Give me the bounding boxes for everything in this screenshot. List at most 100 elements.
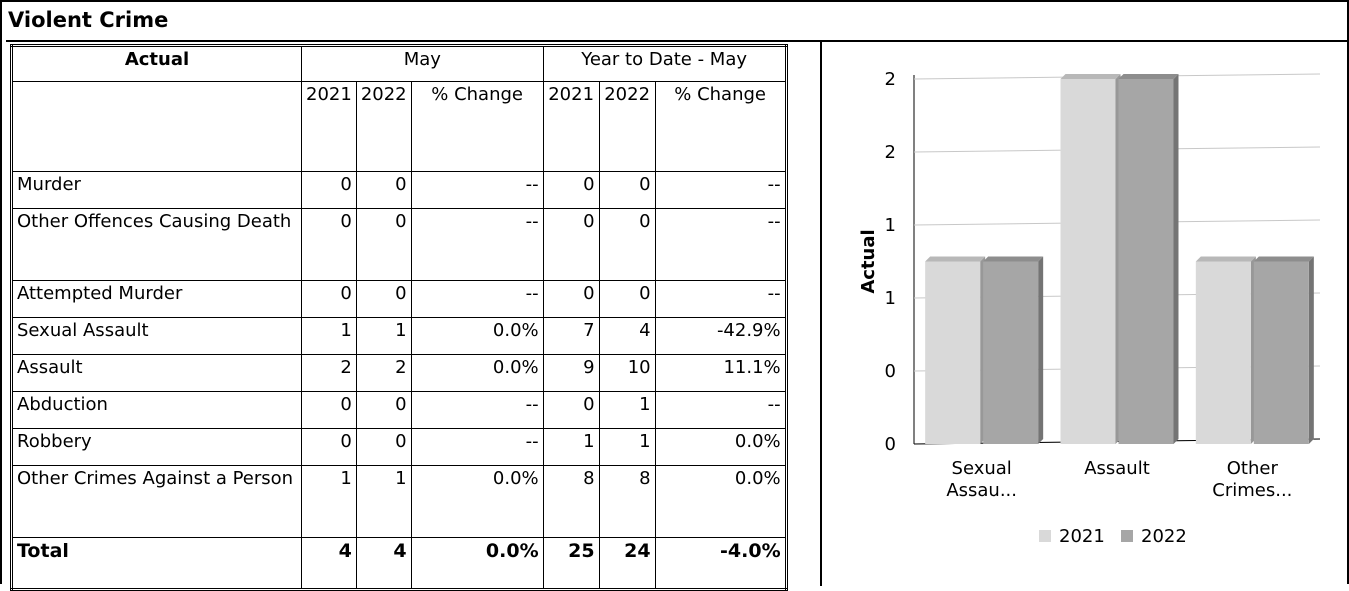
bar — [1253, 261, 1309, 444]
bar-top — [925, 256, 986, 262]
row-label: Other Crimes Against a Person — [11, 465, 302, 538]
table-area: Actual May Year to Date - May 2021 2022% … — [6, 40, 822, 591]
header-cell: 2022 — [355, 81, 412, 172]
legend-swatch — [1121, 530, 1133, 542]
bar-top — [983, 256, 1044, 262]
value-cell: 0.0% — [410, 354, 544, 392]
crime-table: Actual May Year to Date - May 2021 2022% … — [10, 44, 788, 591]
bar-top — [1195, 256, 1256, 262]
value-cell: 1 — [355, 465, 412, 538]
value-cell: 4 — [598, 317, 656, 355]
bar-side — [1308, 256, 1314, 444]
y-tick-label: 0 — [885, 361, 896, 382]
chart: 0 0 1 1 2 2 Actual 2021 2022 — [858, 69, 1321, 547]
x-tick-label: Assault — [1084, 458, 1150, 479]
table-row: Other Crimes Against a Person 1 1 0.0% 8 8 0.0… — [11, 465, 787, 538]
value-cell: 2 — [301, 354, 357, 392]
header-cell: 2021 — [301, 81, 357, 172]
value-cell: 1 — [598, 391, 656, 429]
value-cell: 4 — [355, 537, 412, 590]
value-cell: -- — [654, 280, 787, 318]
y-tick-label: 0 — [885, 434, 896, 455]
x-tick-label: Other Crimes... — [1212, 458, 1293, 501]
value-cell: 0.0% — [654, 428, 787, 466]
y-tick-label: 1 — [885, 288, 896, 309]
value-cell: 0.0% — [410, 537, 544, 590]
value-cell: 0 — [542, 391, 600, 429]
row-label: Abduction — [11, 391, 302, 429]
value-cell: -- — [410, 280, 544, 318]
chart-area: 0 0 1 1 2 2 Actual 2021 2022 Sexual Assau... Assa… — [822, 40, 1347, 586]
row-label: Murder — [11, 171, 302, 209]
table-row: Murder 0 0 -- 0 0 -- — [11, 171, 787, 209]
row-label: Sexual Assault — [11, 317, 302, 355]
value-cell: 0 — [301, 208, 357, 281]
bar — [983, 261, 1039, 444]
value-cell: 7 — [542, 317, 600, 355]
value-cell: 0.0% — [654, 465, 787, 538]
bar-top — [1118, 74, 1179, 79]
row-label: Attempted Murder — [11, 280, 302, 318]
row-label: Other Offences Causing Death — [11, 208, 302, 281]
value-cell: 1 — [301, 465, 357, 538]
value-cell: -- — [410, 171, 544, 209]
bar-top — [1060, 74, 1121, 79]
value-cell: 25 — [542, 537, 600, 590]
table-row: Abduction 0 0 -- 0 1 -- — [11, 391, 787, 429]
bar-side — [1038, 256, 1044, 444]
header-cell: May — [301, 45, 544, 82]
header-cell: 2021 — [542, 81, 600, 172]
value-cell: 0 — [301, 171, 357, 209]
value-cell: 1 — [355, 317, 412, 355]
table-row: Attempted Murder 0 0 -- 0 0 -- — [11, 280, 787, 318]
value-cell: 0.0% — [410, 317, 544, 355]
header-cell — [11, 81, 302, 172]
value-cell: -- — [654, 171, 787, 209]
value-cell: 0 — [355, 391, 412, 429]
legend-label: 2021 — [1059, 526, 1105, 547]
value-cell: 10 — [598, 354, 656, 392]
value-cell: 0 — [355, 280, 412, 318]
value-cell: 0 — [355, 208, 412, 281]
value-cell: 0 — [598, 171, 656, 209]
y-axis-label: Actual — [858, 229, 879, 293]
value-cell: 0 — [355, 428, 412, 466]
header-cell: % Change — [410, 81, 544, 172]
value-cell: 0 — [301, 428, 357, 466]
table-row: Assault 2 2 0.0% 9 10 11.1% — [11, 354, 787, 392]
value-cell: 0 — [598, 208, 656, 281]
value-cell: 0 — [542, 171, 600, 209]
value-cell: 1 — [542, 428, 600, 466]
value-cell: 0 — [542, 280, 600, 318]
value-cell: 24 — [598, 537, 656, 590]
value-cell: 1 — [598, 428, 656, 466]
value-cell: 0 — [598, 280, 656, 318]
value-cell: -4.0% — [654, 537, 787, 590]
table-row: Total 4 4 0.0% 25 24 -4.0% — [11, 537, 787, 590]
y-tick-label: 2 — [885, 69, 896, 90]
table-row: Sexual Assault 1 1 0.0% 7 4 -42.9% — [11, 317, 787, 355]
row-label: Robbery — [11, 428, 302, 466]
value-cell: 11.1% — [654, 354, 787, 392]
row-label: Total — [11, 537, 302, 590]
legend-label: 2022 — [1141, 526, 1187, 547]
x-tick-label: Sexual Assau... — [946, 458, 1017, 501]
value-cell: 0.0% — [410, 465, 544, 538]
value-cell: 8 — [598, 465, 656, 538]
table-row: Robbery 0 0 -- 1 1 0.0% — [11, 428, 787, 466]
bar — [1060, 79, 1116, 444]
value-cell: 2 — [355, 354, 412, 392]
y-tick-label: 1 — [885, 215, 896, 236]
value-cell: 4 — [301, 537, 357, 590]
bar — [1118, 79, 1174, 444]
panel-title: Violent Crime — [8, 8, 169, 32]
value-cell: -42.9% — [654, 317, 787, 355]
value-cell: 9 — [542, 354, 600, 392]
value-cell: -- — [654, 208, 787, 281]
value-cell: 0 — [542, 208, 600, 281]
legend-swatch — [1039, 530, 1051, 542]
value-cell: 0 — [301, 391, 357, 429]
bar — [1195, 261, 1251, 444]
header-cell: 2022 — [598, 81, 656, 172]
